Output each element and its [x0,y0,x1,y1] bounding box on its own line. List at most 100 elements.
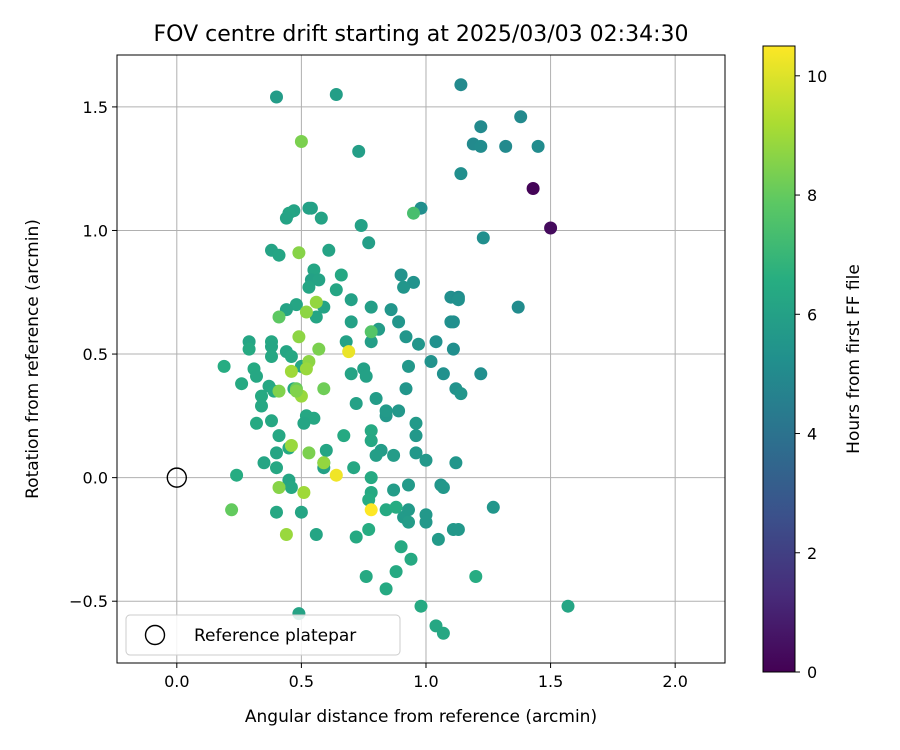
data-point [436,626,450,640]
data-point [337,429,351,443]
data-point [387,448,401,462]
colorbar-tick-label: 6 [807,305,817,324]
data-point [402,503,415,517]
data-point [272,481,286,494]
data-point [394,268,408,282]
data-point [364,335,378,349]
data-point [511,300,525,314]
data-point [409,429,423,443]
data-point [255,399,268,413]
data-point [544,221,558,235]
data-point [289,298,303,312]
data-point [424,355,438,368]
y-axis-label: Rotation from reference (arcmin) [23,219,43,499]
data-point [284,481,298,494]
data-point [272,248,286,262]
y-tick-label: 1.0 [83,221,108,240]
x-tick-label: 0.0 [164,672,189,691]
data-point [297,486,311,499]
data-point [454,78,468,92]
y-tick-label: 0.5 [83,345,108,364]
x-tick-label: 0.5 [289,672,314,691]
data-point [250,416,263,430]
data-point [265,340,278,354]
reference-marker-layer [166,467,188,488]
data-point [344,367,358,381]
data-point [272,429,286,443]
data-point [474,120,488,134]
legend: Reference platepar [125,614,401,656]
data-point [369,448,383,462]
data-point [297,416,311,430]
data-point [302,280,316,294]
data-point [270,505,283,519]
data-point [349,530,363,544]
data-point [451,293,465,307]
data-point [235,377,249,391]
data-point [279,211,293,225]
data-point [364,300,378,314]
data-point [272,310,286,324]
data-point [394,540,408,554]
data-point [436,367,450,381]
colorbar-tick-label: 4 [807,425,817,444]
data-point [499,139,513,153]
data-point [359,570,373,583]
data-point [476,231,490,245]
data-point [304,201,318,215]
x-tick-label: 1.0 [413,672,438,691]
colorbar-tick-label: 2 [807,544,817,563]
data-point [339,335,353,349]
data-point [299,362,313,376]
data-point [359,369,373,383]
data-point [389,500,403,514]
data-point [454,167,468,181]
data-point [402,359,415,373]
data-point [407,275,420,289]
data-point [334,268,348,282]
colorbar [763,46,795,672]
data-point [454,387,468,401]
data-point [392,315,406,329]
data-point [292,246,306,260]
data-point [402,515,415,529]
data-point [270,446,283,460]
data-point [364,424,378,438]
data-point [352,144,366,158]
data-point [294,505,308,519]
data-point [364,503,378,517]
data-point [270,461,283,475]
y-tick-label: 1.5 [83,98,108,117]
data-point [379,582,393,596]
data-point [429,335,443,349]
x-tick-label: 1.5 [538,672,563,691]
data-point [402,478,415,492]
data-point [486,500,500,514]
colorbar-tick-label: 10 [807,67,827,86]
data-points [217,78,575,640]
data-point [362,236,376,250]
data-point [409,416,423,430]
data-point [302,446,316,460]
reference-platepar-marker [166,467,188,488]
data-point [314,211,328,225]
data-point [309,295,323,309]
data-point [344,315,358,329]
data-point [292,330,306,344]
data-point [387,483,401,497]
data-point [379,404,393,418]
data-point [284,439,298,452]
data-point [230,468,244,482]
data-point [284,350,298,363]
data-point [329,283,343,297]
data-point [399,382,413,396]
data-point [299,305,313,319]
x-axis-label: Angular distance from reference (arcmin) [245,707,597,727]
data-point [319,443,333,457]
legend-reference-label: Reference platepar [194,626,356,646]
data-point [289,384,303,398]
data-point [431,532,445,546]
colorbar-ticks: 0 2 4 6 8 10 [795,67,827,682]
data-point [397,280,411,294]
data-point [364,471,378,485]
